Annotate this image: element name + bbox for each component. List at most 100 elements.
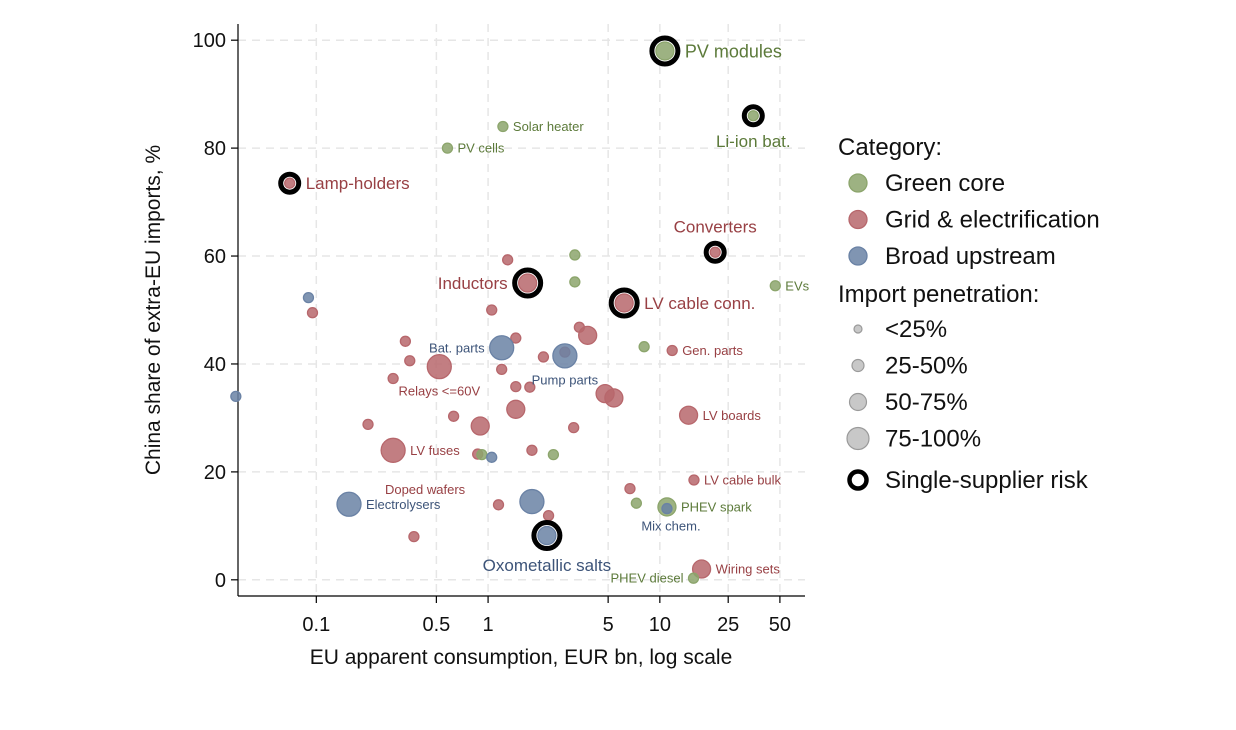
data-point — [691, 559, 712, 579]
data-point — [404, 355, 416, 367]
point-label: Pump parts — [532, 373, 599, 388]
data-point — [519, 488, 545, 515]
data-point — [387, 372, 399, 385]
data-point — [666, 344, 678, 357]
point-label: Inductors — [438, 274, 508, 293]
point-label: Converters — [674, 217, 757, 236]
data-point — [470, 416, 490, 436]
legend-label: 75-100% — [885, 426, 981, 453]
legend-swatch-upstream — [848, 246, 868, 266]
data-point — [362, 418, 374, 431]
data-points — [230, 35, 781, 584]
data-point — [302, 291, 315, 304]
point-label: PV modules — [685, 41, 782, 61]
x-tick-label: 1 — [483, 614, 494, 636]
y-tick-label: 100 — [193, 30, 226, 52]
data-point — [537, 525, 557, 546]
point-label: EVs — [785, 278, 809, 293]
y-axis-title: China share of extra-EU imports, % — [142, 145, 165, 475]
legend-risk-swatch — [847, 469, 869, 491]
data-point — [569, 276, 581, 288]
x-tick-label: 25 — [717, 614, 739, 636]
data-point — [447, 410, 460, 422]
point-label: Solar heater — [513, 119, 584, 134]
data-point — [486, 304, 498, 316]
x-tick-label: 0.5 — [422, 614, 450, 636]
point-label: Oxometallic salts — [483, 556, 611, 575]
data-point — [526, 444, 538, 456]
data-point — [426, 354, 452, 380]
point-label: LV cable bulk — [704, 473, 782, 488]
legend-label: 50-75% — [885, 389, 968, 416]
point-label: Electrolysers — [366, 497, 441, 512]
data-point — [547, 448, 560, 461]
point-label: Lamp-holders — [306, 174, 410, 193]
data-point — [489, 335, 515, 361]
data-point — [501, 254, 514, 266]
data-point — [630, 497, 643, 509]
data-point — [506, 399, 526, 419]
legend-size-swatch — [846, 426, 870, 451]
y-tick-label: 40 — [204, 354, 226, 376]
legend-size-swatch — [851, 358, 865, 373]
data-point — [510, 332, 522, 344]
data-point — [552, 343, 578, 369]
legend-swatch-grid — [848, 209, 868, 230]
data-point — [380, 437, 406, 463]
x-tick-label: 50 — [769, 614, 791, 636]
legend: Category: Import penetration: Green core… — [838, 134, 1100, 494]
x-tick-label: 10 — [649, 614, 671, 636]
data-point — [568, 421, 580, 434]
data-point — [399, 335, 412, 347]
x-axis-title: EU apparent consumption, EUR bn, log sca… — [310, 646, 733, 669]
y-tick-label: 80 — [204, 138, 226, 160]
point-label: Bat. parts — [429, 340, 485, 355]
data-point — [510, 380, 522, 393]
y-tick-label: 20 — [204, 462, 226, 484]
data-point — [747, 110, 759, 122]
data-point — [687, 572, 700, 584]
data-point — [678, 405, 699, 425]
data-point — [542, 509, 555, 522]
data-point — [230, 390, 242, 402]
legend-size-swatch — [848, 392, 868, 412]
data-point — [769, 280, 781, 292]
y-tick-label: 0 — [215, 570, 226, 592]
legend-label: Broad upstream — [885, 243, 1056, 270]
point-label: Gen. parts — [682, 343, 743, 358]
data-point — [604, 388, 624, 408]
point-labels: PV modules Li-ion bat. Solar heater PV cell… — [306, 41, 810, 585]
data-point — [497, 120, 509, 133]
legend-label: Single-supplier risk — [885, 467, 1089, 494]
data-point — [661, 502, 673, 515]
point-label: PV cells — [457, 141, 504, 156]
x-tick-label: 5 — [603, 614, 614, 636]
data-point — [537, 351, 550, 363]
legend-label: <25% — [885, 316, 947, 343]
data-point — [306, 307, 319, 319]
y-tick-label: 60 — [204, 246, 226, 268]
point-label: LV cable conn. — [644, 294, 755, 313]
data-point — [476, 448, 488, 461]
y-axis-ticks: 0 20 40 60 80 100 — [193, 30, 238, 592]
data-point — [496, 363, 508, 376]
data-point — [336, 491, 362, 517]
data-point — [624, 482, 636, 495]
point-label: Doped wafers — [385, 482, 466, 497]
data-point — [284, 177, 296, 189]
data-point — [486, 451, 498, 463]
data-point — [492, 499, 505, 511]
point-label: PHEV diesel — [611, 571, 684, 586]
point-label: Wiring sets — [716, 562, 781, 577]
legend-category-title: Category: — [838, 134, 942, 161]
point-label: LV fuses — [410, 443, 460, 458]
point-label: Relays <=60V — [398, 383, 480, 398]
x-tick-label: 0.1 — [302, 614, 330, 636]
data-point — [638, 341, 650, 353]
data-point — [688, 474, 700, 486]
data-point — [578, 325, 598, 346]
point-label: PHEV spark — [681, 500, 752, 515]
x-axis-ticks: 0.1 0.5 1 5 10 25 50 — [302, 596, 791, 636]
legend-size-swatch — [853, 324, 863, 334]
